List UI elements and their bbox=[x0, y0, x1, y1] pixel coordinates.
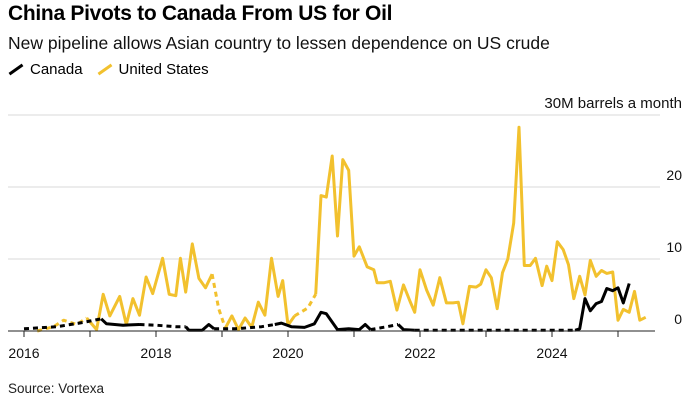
series-layer bbox=[23, 125, 647, 333]
legend-item-united-states: United States bbox=[97, 61, 209, 78]
x-tick-label-2022: 2022 bbox=[404, 345, 435, 361]
series-line-canada-segment-6 bbox=[370, 323, 399, 332]
source-note: Source: Vortexa bbox=[8, 381, 105, 396]
y-tick-label-0: 0 bbox=[674, 311, 682, 327]
x-tick-label-2018: 2018 bbox=[140, 345, 171, 361]
series-line-united-states-segment-4 bbox=[293, 293, 317, 318]
chart-title: China Pivots to Canada From US for Oil bbox=[8, 2, 393, 25]
legend-item-canada: Canada bbox=[8, 61, 83, 78]
y-tick-label-10: 10 bbox=[666, 239, 682, 255]
series-line-canada-segment-4 bbox=[214, 323, 276, 331]
chart-legend: Canada United States bbox=[8, 61, 223, 78]
series-line-united-states-segment-5 bbox=[314, 125, 647, 326]
series-line-canada-segment-9 bbox=[574, 283, 631, 332]
series-line-united-states-segment-1 bbox=[85, 242, 214, 332]
series-line-canada-segment-5 bbox=[274, 310, 372, 332]
series-line-canada-segment-1 bbox=[100, 317, 140, 327]
series-line-canada-segment-0 bbox=[23, 317, 102, 331]
y-tick-label-20: 20 bbox=[666, 167, 682, 183]
series-line-united-states-segment-2 bbox=[210, 273, 227, 329]
x-tick-label-2020: 2020 bbox=[272, 345, 303, 361]
x-tick-label-2016: 2016 bbox=[8, 345, 39, 361]
x-tick-label-2024: 2024 bbox=[536, 345, 567, 361]
series-line-united-states-segment-3 bbox=[223, 256, 296, 332]
series-line-canada-segment-7 bbox=[397, 323, 415, 332]
series-line-canada-segment-2 bbox=[139, 323, 186, 329]
axis-layer: 0 10 20 30M barrels a month 2016 2018 2020 2022… bbox=[8, 95, 682, 361]
chart-subtitle: New pipeline allows Asian country to les… bbox=[8, 33, 550, 53]
y-tick-label-30: 30M barrels a month bbox=[544, 95, 682, 112]
legend-label-united-states: United States bbox=[118, 61, 209, 78]
legend-label-canada: Canada bbox=[30, 61, 83, 78]
series-line-canada-segment-3 bbox=[184, 323, 216, 332]
